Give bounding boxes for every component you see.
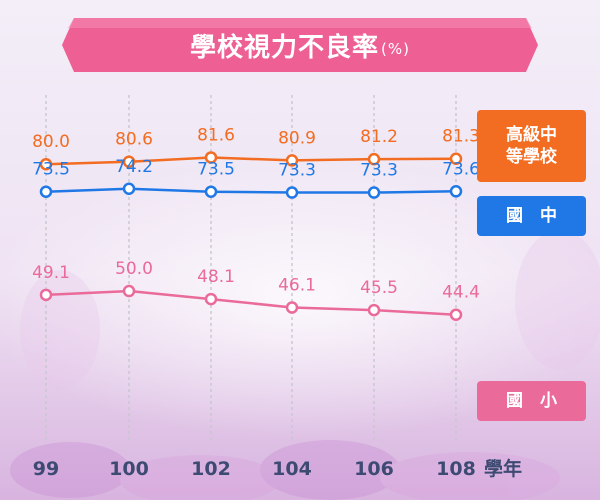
point-high-school-104 — [285, 154, 299, 167]
point-elementary-100 — [122, 284, 136, 298]
point-junior-high-108 — [449, 185, 463, 198]
data-label-high-school-100: 80.6 — [115, 130, 153, 150]
data-label-junior-high-99: 73.5 — [32, 160, 70, 180]
data-label-elementary-99: 49.1 — [32, 263, 70, 283]
data-label-high-school-99: 80.0 — [32, 132, 70, 152]
data-label-high-school-106: 81.2 — [360, 127, 398, 147]
data-label-junior-high-100: 74.2 — [115, 157, 153, 177]
point-high-school-102 — [204, 151, 218, 164]
point-junior-high-106 — [367, 186, 381, 199]
data-label-high-school-108: 81.3 — [442, 127, 480, 147]
x-axis-label: 學年 — [484, 457, 522, 480]
data-label-elementary-102: 48.1 — [197, 267, 235, 287]
point-high-school-100 — [122, 155, 136, 168]
chart-title-unit: (%) — [381, 40, 410, 58]
data-label-elementary-106: 45.5 — [360, 278, 398, 298]
x-tick-108: 108 — [436, 458, 476, 480]
data-label-high-school-104: 80.9 — [278, 128, 316, 148]
data-label-junior-high-108: 73.6 — [442, 159, 480, 179]
data-label-high-school-102: 81.6 — [197, 125, 235, 145]
data-label-elementary-108: 44.4 — [442, 283, 480, 303]
point-high-school-108 — [449, 152, 463, 165]
legend-junior-high-label: 國 中 — [506, 206, 557, 226]
series-line-elementary — [45, 289, 457, 316]
decorative-flowers — [10, 230, 600, 500]
point-junior-high-104 — [285, 186, 299, 199]
point-elementary-99 — [39, 288, 53, 302]
point-high-school-106 — [367, 152, 381, 166]
data-label-junior-high-106: 73.3 — [360, 161, 398, 181]
x-tick-104: 104 — [272, 458, 312, 480]
legend-high-school: 高級中 等學校 — [477, 110, 586, 182]
point-high-school-99 — [39, 157, 53, 171]
point-elementary-106 — [367, 303, 381, 317]
legend-elementary-label: 國 小 — [506, 391, 557, 411]
legend-elementary: 國 小 — [477, 381, 586, 421]
x-tick-100: 100 — [109, 458, 149, 480]
legend-junior-high: 國 中 — [477, 196, 586, 236]
data-label-elementary-100: 50.0 — [115, 259, 153, 279]
x-tick-102: 102 — [191, 458, 231, 480]
x-tick-106: 106 — [354, 458, 394, 480]
series-line-junior-high — [45, 187, 457, 194]
point-elementary-102 — [204, 292, 218, 306]
chart-title: 學校視力不良率 — [190, 32, 380, 63]
series-line-high-school — [45, 156, 457, 166]
background-glow — [0, 160, 600, 440]
point-junior-high-102 — [204, 185, 218, 198]
data-label-elementary-104: 46.1 — [278, 276, 316, 296]
x-tick-99: 99 — [33, 458, 59, 480]
point-elementary-104 — [285, 301, 299, 314]
point-elementary-108 — [449, 308, 463, 321]
point-junior-high-99 — [39, 185, 53, 198]
title-banner: 學校視力不良率 (%) — [62, 18, 538, 72]
data-label-junior-high-102: 73.5 — [197, 160, 235, 180]
point-junior-high-100 — [122, 182, 136, 196]
legend-high-school-label: 高級中 等學校 — [506, 125, 557, 167]
data-label-junior-high-104: 73.3 — [278, 161, 316, 181]
